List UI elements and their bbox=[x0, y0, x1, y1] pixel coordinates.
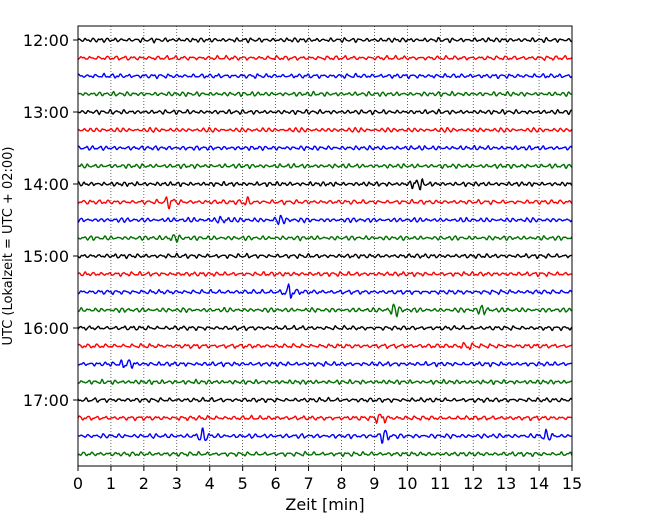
x-tick-label: 3 bbox=[172, 474, 182, 493]
x-tick-label: 12 bbox=[463, 474, 483, 493]
seismic-trace bbox=[77, 178, 573, 191]
y-axis-label: UTC (Lokalzeit = UTC + 02:00) bbox=[1, 147, 16, 346]
x-tick-label: 2 bbox=[139, 474, 149, 493]
seismic-trace bbox=[77, 234, 573, 243]
seismic-trace bbox=[77, 270, 573, 278]
x-tick-label: 5 bbox=[238, 474, 248, 493]
seismic-trace bbox=[77, 378, 573, 386]
x-tick-label: 8 bbox=[336, 474, 346, 493]
x-tick-label: 13 bbox=[496, 474, 516, 493]
seismic-traces bbox=[77, 36, 573, 458]
seismic-trace bbox=[77, 341, 573, 351]
seismic-trace bbox=[77, 144, 573, 152]
y-tick-label: 12:00 bbox=[23, 31, 69, 50]
plot-area-frame bbox=[77, 25, 573, 467]
x-tick-label: 15 bbox=[562, 474, 582, 493]
y-tick-label: 14:00 bbox=[23, 175, 69, 194]
x-tick-label: 10 bbox=[397, 474, 417, 493]
x-axis-label: Zeit [min] bbox=[285, 495, 364, 514]
x-tick-label: 11 bbox=[430, 474, 450, 493]
seismic-trace bbox=[77, 396, 573, 404]
seismic-trace bbox=[77, 303, 573, 318]
seismic-trace bbox=[77, 108, 573, 116]
seismic-trace bbox=[77, 126, 573, 133]
y-axis: 12:00 13:00 14:00 15:00 16:00 17:00 bbox=[23, 31, 78, 410]
seismic-trace bbox=[77, 54, 573, 61]
grid-lines bbox=[110, 26, 540, 466]
x-tick-label: 0 bbox=[73, 474, 83, 493]
y-tick-label: 17:00 bbox=[23, 391, 69, 410]
seismic-trace bbox=[77, 214, 573, 226]
seismic-trace bbox=[77, 427, 573, 444]
y-tick-label: 15:00 bbox=[23, 247, 69, 266]
x-tick-label: 9 bbox=[369, 474, 379, 493]
seismic-trace bbox=[77, 252, 573, 260]
seismic-trace bbox=[77, 36, 573, 44]
x-tick-label: 14 bbox=[529, 474, 549, 493]
seismic-trace bbox=[77, 72, 573, 80]
seismic-trace bbox=[77, 90, 573, 98]
x-tick-label: 7 bbox=[303, 474, 313, 493]
x-axis: 0 1 2 3 4 5 6 7 8 9 10 11 12 13 14 15 bbox=[73, 466, 582, 493]
seismic-trace bbox=[77, 196, 573, 210]
seismic-trace bbox=[77, 413, 573, 424]
seismic-trace bbox=[77, 359, 573, 369]
seismic-trace bbox=[77, 324, 573, 332]
x-tick-label: 4 bbox=[205, 474, 215, 493]
seismic-trace bbox=[77, 162, 573, 170]
x-tick-label: 6 bbox=[271, 474, 281, 493]
y-tick-label: 16:00 bbox=[23, 319, 69, 338]
x-tick-label: 1 bbox=[106, 474, 116, 493]
seismic-trace bbox=[77, 450, 573, 458]
seismic-trace bbox=[77, 283, 573, 299]
y-tick-label: 13:00 bbox=[23, 103, 69, 122]
